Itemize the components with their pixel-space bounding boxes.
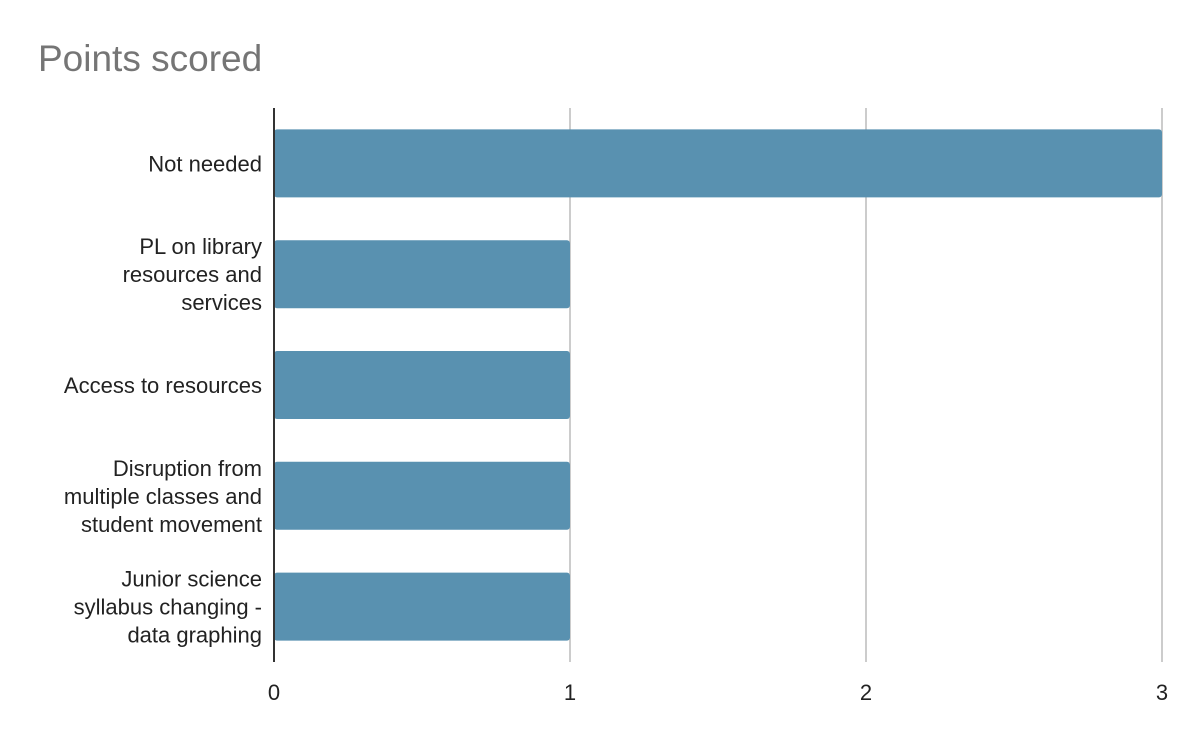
category-label-line: resources and [123,262,262,287]
category-label-4: Junior science syllabus changing - data gr… [74,567,262,648]
category-label-line: multiple classes and [64,484,262,509]
category-label-line: PL on library [139,234,262,259]
category-label-line: Junior science [121,567,262,592]
category-label-line: data graphing [127,623,262,648]
category-label-line: services [181,290,262,315]
bar-0 [274,129,1162,197]
category-label-2: Access to resources [64,373,262,398]
x-tick-label-2: 2 [860,680,872,705]
bar-3 [274,462,570,530]
x-tick-label-1: 1 [564,680,576,705]
category-label-line: Disruption from [113,456,262,481]
x-tick-label-3: 3 [1156,680,1168,705]
bar-2 [274,351,570,419]
category-label-1: PL on library resources and services [123,234,262,315]
category-label-line: student movement [81,512,262,537]
bar-4 [274,573,570,641]
x-tick-label-0: 0 [268,680,280,705]
bar-1 [274,240,570,308]
category-label-line: Access to resources [64,373,262,398]
category-label-0: Not needed [148,151,262,176]
category-label-3: Disruption from multiple classes and stude… [64,456,262,537]
category-label-line: syllabus changing - [74,595,262,620]
category-label-line: Not needed [148,151,262,176]
